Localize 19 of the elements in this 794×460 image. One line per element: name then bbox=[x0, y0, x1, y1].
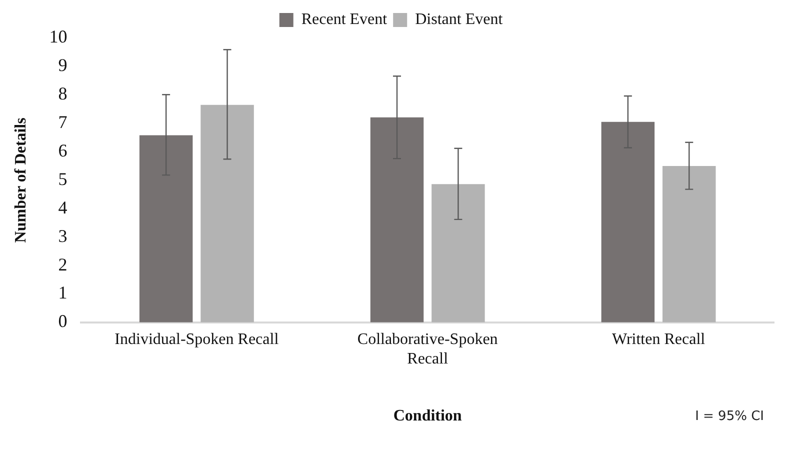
y-tick-label: 10 bbox=[49, 26, 68, 47]
y-tick-label: 1 bbox=[58, 282, 68, 303]
x-tick-label: Collaborative-Spoken Recall bbox=[357, 331, 498, 368]
y-tick-label: 4 bbox=[58, 197, 68, 218]
y-tick-label: 8 bbox=[58, 84, 68, 104]
y-tick-label: 7 bbox=[58, 112, 68, 132]
y-tick-label: 9 bbox=[58, 55, 68, 76]
y-axis-title: Number of Details bbox=[12, 118, 30, 243]
legend-label: Recent Event bbox=[301, 11, 388, 28]
legend-label: Distant Event bbox=[415, 11, 504, 28]
y-tick-label: 6 bbox=[58, 140, 68, 160]
x-tick-label: Individual-Spoken Recall bbox=[114, 331, 280, 348]
y-tick-label: 2 bbox=[58, 254, 68, 274]
x-axis-title: Condition bbox=[393, 408, 462, 425]
x-tick-label: Written Recall bbox=[612, 331, 706, 348]
y-tick-label: 5 bbox=[58, 168, 68, 189]
y-tick-label: 3 bbox=[58, 226, 68, 246]
y-tick-label: 0 bbox=[58, 311, 68, 332]
text: I = 95% CI bbox=[695, 409, 764, 424]
